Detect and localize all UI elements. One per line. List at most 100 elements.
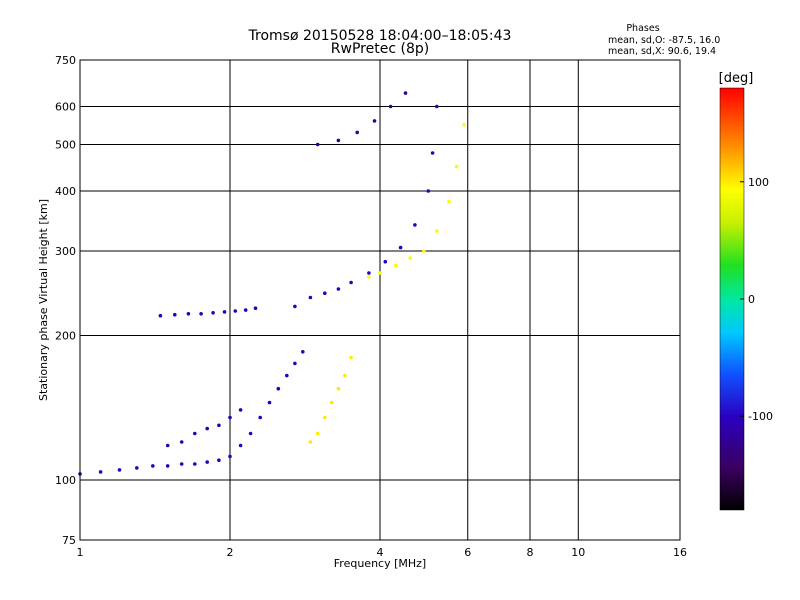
data-point [199,312,203,316]
data-point [179,440,184,444]
y-tick-label: 75 [62,534,76,547]
stats-x-line: mean, sd,X: 90.6, 19.4 [608,46,716,57]
data-point [276,386,281,391]
data-point [117,468,122,472]
data-point [179,462,184,466]
data-point [430,151,435,155]
data-point [293,304,297,309]
data-point [435,104,439,109]
data-point [228,454,232,459]
x-axis-label: Frequency [MHz] [334,557,426,570]
data-point [205,426,209,431]
data-point [285,373,289,378]
data-point [173,312,177,317]
data-point [336,287,341,291]
y-tick-label: 400 [55,185,76,198]
x-tick-label: 2 [227,546,234,559]
data-point [336,138,341,143]
data-point [413,223,417,227]
data-point [222,310,227,314]
data-point [248,431,253,436]
data-point [349,355,353,360]
data-point [301,350,305,354]
data-point [462,122,466,127]
data-point [422,249,426,253]
data-point [205,460,209,464]
grid-lines [80,60,680,540]
data-point [367,275,371,279]
data-point [403,91,408,95]
data-point [393,263,398,268]
x-tick-label: 1 [77,546,84,559]
y-tick-label: 200 [55,330,76,343]
data-point [372,119,377,123]
x-tick-label: 16 [673,546,687,559]
data-point [211,311,215,315]
data-point [238,443,243,448]
data-point [398,245,403,250]
data-point [388,104,393,109]
x-tick-label: 10 [571,546,585,559]
colorbar-tick-label: 0 [748,293,755,306]
x-tick-labels: 1 2 4 6 8 10 16 [77,546,688,559]
data-point [349,280,353,285]
colorbar-unit-label: [deg] [719,71,754,86]
data-point [435,229,439,233]
data-point [454,164,459,169]
data-point [238,408,243,412]
y-tick-labels: 75 100 200 300 400 500 600 750 [55,54,76,547]
data-point [217,458,221,463]
data-point [308,440,313,444]
data-point [343,373,347,378]
data-point [98,470,103,474]
data-point [165,443,170,448]
colorbar-ticks: 100 0 -100 [740,176,773,423]
data-point [217,423,221,428]
data-point [293,361,297,366]
data-point [323,291,327,296]
plot-frame [79,59,681,541]
x-tick-label: 8 [527,546,534,559]
colorbar-tick-label: -100 [748,410,773,423]
y-tick-label: 100 [55,474,76,487]
chart-title: Tromsø 20150528 18:04:00–18:05:43 [248,28,512,44]
data-point [383,259,388,264]
data-point [315,431,320,436]
stats-o-line: mean, sd,O: -87.5, 16.0 [608,35,720,46]
data-points [78,91,466,476]
data-point [253,306,258,311]
data-point [151,464,155,468]
data-point [193,431,197,436]
data-point [267,400,272,405]
chart-subtitle: RwPretec (8p) [331,41,429,57]
data-point [135,466,139,470]
data-point [329,400,334,405]
data-point [165,464,170,468]
y-axis-label: Stationary phase Virtual Height [km] [37,199,50,401]
y-tick-label: 500 [55,139,76,152]
x-tick-label: 6 [464,546,471,559]
y-tick-label: 600 [55,101,76,114]
data-point [336,386,341,391]
colorbar-tick-label: 100 [748,176,769,189]
data-point [228,415,232,420]
data-point [447,199,451,204]
data-point [233,309,238,313]
y-tick-label: 750 [55,54,76,67]
data-point [355,130,360,135]
stats-heading: Phases [626,23,659,34]
x-tick-label: 4 [377,546,384,559]
data-point [323,415,327,420]
data-point [408,256,413,260]
data-point [315,142,320,147]
data-point [193,462,197,466]
data-point [258,415,263,420]
y-tick-label: 300 [55,245,76,258]
data-point [158,313,163,318]
data-point [367,271,371,275]
data-point [378,271,382,275]
data-point [186,312,191,316]
data-point [243,308,248,312]
data-point [308,295,313,300]
